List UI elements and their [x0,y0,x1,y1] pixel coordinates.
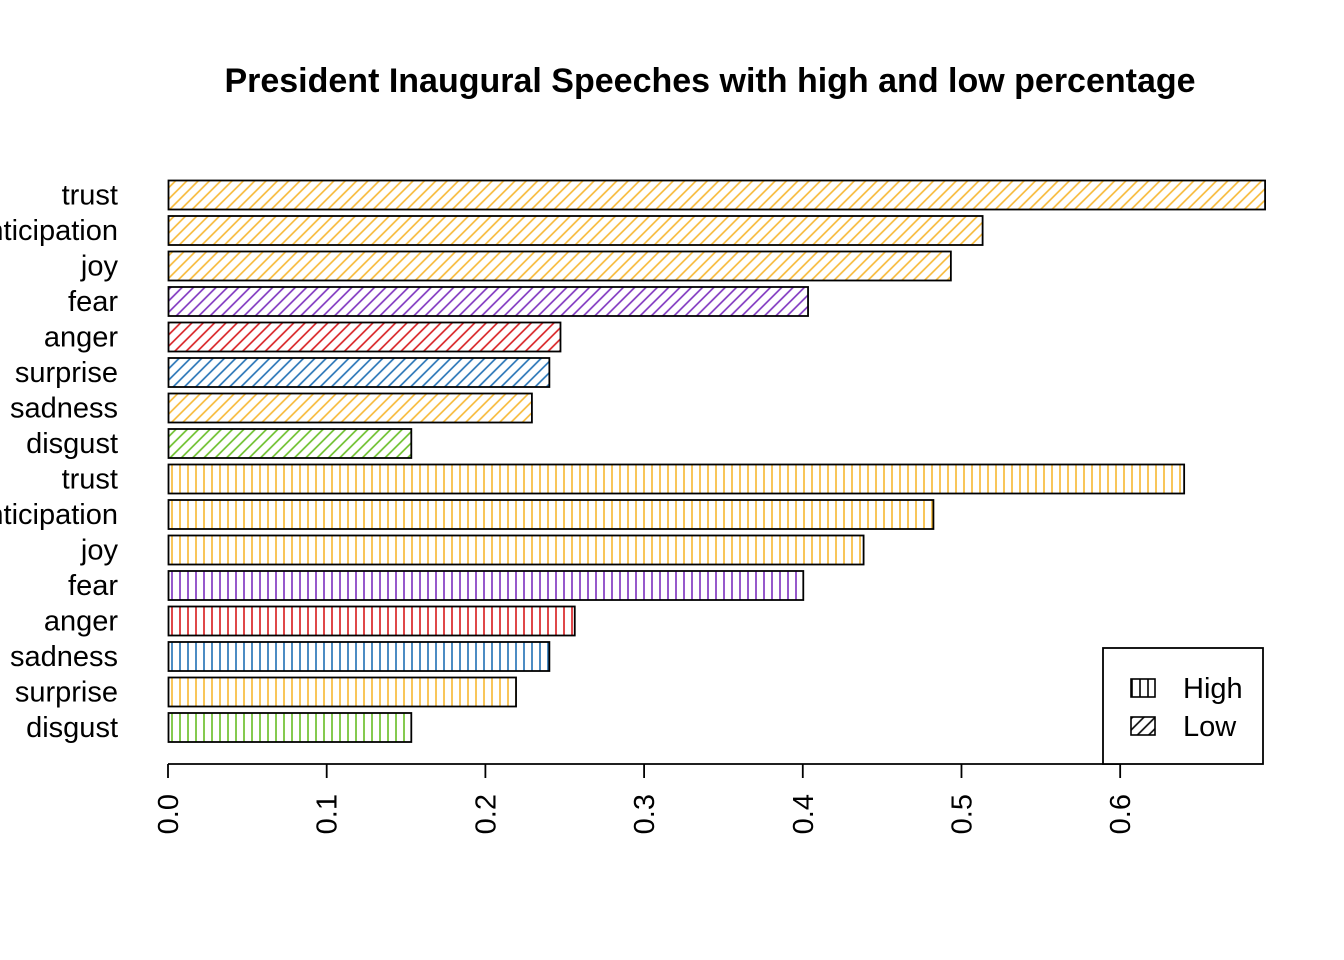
bar-low-sadness [167,392,533,424]
category-label: trust [62,180,118,212]
x-tick-label: 0.4 [788,794,820,834]
x-axis: 0.0 0.1 0.2 0.3 0.4 0.5 0.6 [153,763,1137,834]
bars-layer [167,179,1266,743]
category-labels: trustanticipationjoyfearangersurprisesad… [0,180,118,745]
bar-low-trust [167,179,1266,211]
x-tick-label: 0.1 [312,794,344,834]
bar-high-anticipation [167,499,935,530]
category-label: sadness [10,641,118,673]
category-label: disgust [26,428,118,460]
category-label: sadness [10,393,118,425]
bar-low-joy [167,250,952,282]
category-label: anger [44,606,119,638]
category-label: anger [44,322,119,354]
legend: High Low [1102,647,1264,765]
legend-label-high: High [1183,673,1243,705]
legend-box [1102,647,1264,765]
bar-low-disgust [167,428,413,459]
bar-high-sadness [167,641,551,672]
bar-high-fear [167,570,805,601]
x-tick-label: 0.6 [1105,794,1137,834]
bar-low-surprise [167,357,551,388]
bar-low-anger [167,321,562,353]
category-label: joy [80,251,119,283]
category-label: anticipation [0,215,118,247]
x-tick-label: 0.2 [470,794,502,834]
category-label: disgust [26,712,118,744]
x-tick-label: 0.0 [153,794,185,834]
bar-high-anger [167,605,576,637]
category-label: fear [68,286,118,318]
category-label: fear [68,570,118,602]
bar-high-surprise [167,676,517,708]
bar-high-joy [167,534,865,566]
bar-high-disgust [167,712,413,743]
category-label: surprise [15,357,118,389]
bar-low-anticipation [167,215,984,246]
legend-swatch-low [1130,716,1156,736]
legend-swatch-high [1130,678,1156,698]
category-label: joy [80,535,119,567]
legend-label-low: Low [1183,711,1237,743]
x-tick-label: 0.5 [946,794,978,834]
bar-low-fear [167,286,809,317]
category-label: trust [62,464,118,496]
chart-title: President Inaugural Speeches with high a… [224,62,1195,100]
category-label: anticipation [0,499,118,531]
x-tick-label: 0.3 [629,794,661,834]
bar-high-trust [167,463,1186,495]
category-label: surprise [15,677,118,709]
